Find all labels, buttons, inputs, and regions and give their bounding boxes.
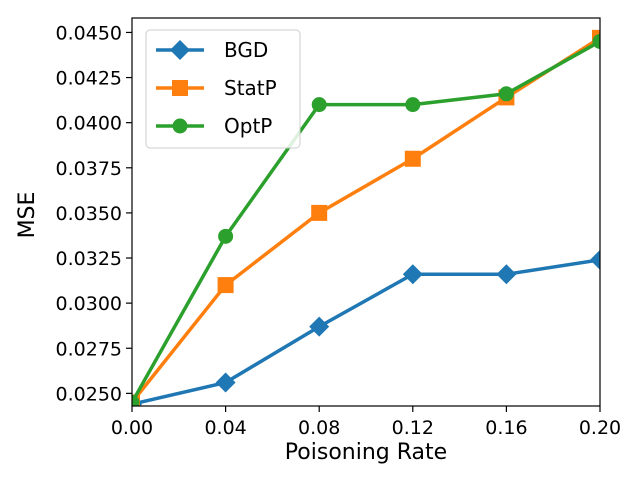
data-point-optp-1 — [218, 228, 234, 244]
legend-label-optp: OptP — [224, 114, 272, 138]
data-point-bgd-2 — [309, 316, 330, 337]
y-tick-label: 0.0350 — [56, 203, 122, 225]
y-tick-label: 0.0250 — [56, 383, 122, 405]
data-point-optp-0 — [132, 394, 140, 406]
data-point-optp-4 — [498, 86, 514, 102]
y-tick-label: 0.0425 — [56, 68, 122, 90]
data-point-bgd-3 — [402, 264, 423, 285]
x-axis-title: Poisoning Rate — [285, 440, 447, 465]
x-tick-label: 0.16 — [485, 417, 527, 439]
y-tick-label: 0.0300 — [56, 293, 122, 315]
legend-marker-optp — [172, 118, 188, 134]
legend-label-bgd: BGD — [224, 38, 268, 62]
x-tick-label: 0.08 — [298, 417, 340, 439]
legend: BGD StatP OptP — [145, 29, 301, 149]
legend-marker-statp — [172, 80, 188, 96]
y-tick-label: 0.0400 — [56, 113, 122, 135]
y-axis-title: MSE — [15, 192, 40, 239]
x-tick-label: 0.12 — [392, 417, 434, 439]
series-line-optp — [132, 39, 600, 405]
legend-label-statp: StatP — [224, 76, 277, 100]
y-tick-label: 0.0325 — [56, 248, 122, 270]
series-group — [132, 29, 600, 406]
data-point-bgd-4 — [496, 264, 517, 285]
legend-box — [145, 29, 301, 149]
y-tick-label: 0.0275 — [56, 338, 122, 360]
data-point-statp-1 — [217, 277, 234, 294]
data-point-statp-3 — [404, 150, 421, 167]
plot-area — [132, 29, 600, 406]
series-line-bgd — [132, 258, 600, 406]
series-line-statp — [132, 36, 600, 405]
x-tick-label: 0.00 — [111, 417, 153, 439]
data-point-optp-2 — [311, 97, 327, 113]
data-point-bgd-1 — [215, 372, 236, 393]
data-point-optp-3 — [405, 97, 421, 113]
data-point-optp-5 — [592, 33, 600, 49]
x-tick-label: 0.04 — [204, 417, 246, 439]
y-tick-label: 0.0450 — [56, 22, 122, 44]
data-point-bgd-5 — [590, 249, 600, 270]
axes: 0.00 0.04 0.08 0.12 0.16 0.20 0.0250 0.0275 0.03… — [56, 17, 621, 439]
data-point-statp-2 — [311, 204, 328, 221]
axes-frame — [131, 17, 601, 407]
y-tick-label: 0.0375 — [56, 158, 122, 180]
x-tick-label: 0.20 — [579, 417, 621, 439]
legend-marker-bgd — [170, 40, 190, 60]
